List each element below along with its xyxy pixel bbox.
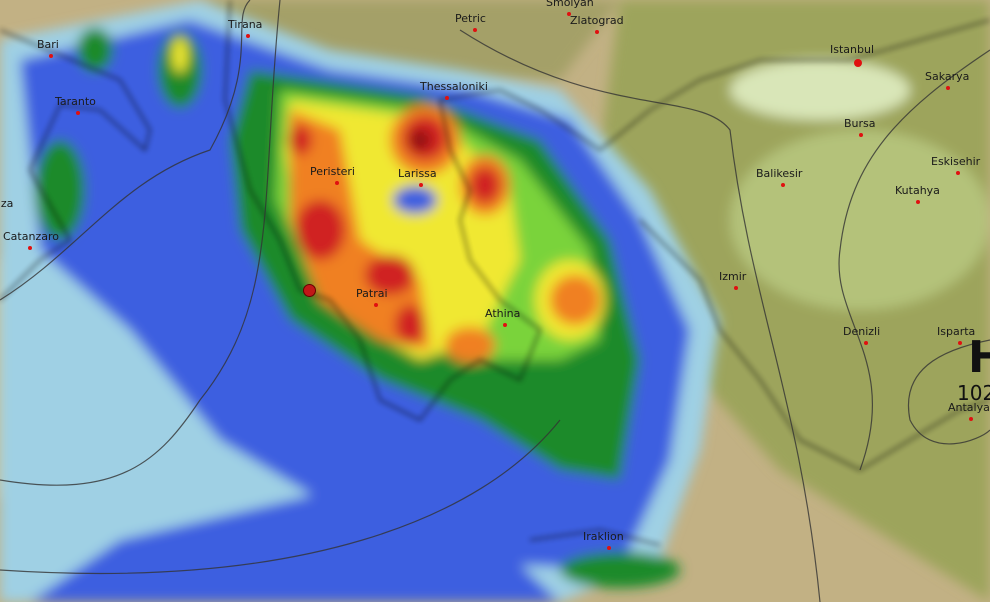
city-label-eskisehir: Eskisehir: [931, 155, 981, 168]
city-marker: [607, 546, 611, 550]
city-label-bursa: Bursa: [844, 117, 876, 130]
city-marker: [335, 181, 339, 185]
city-marker: [864, 341, 868, 345]
high-pressure-letter: H: [968, 332, 990, 383]
location-marker[interactable]: [303, 284, 316, 297]
city-label-denizli: Denizli: [843, 325, 881, 338]
city-label-balikesir: Balikesir: [756, 167, 803, 180]
city-marker: [595, 30, 599, 34]
city-label-sakarya: Sakarya: [925, 70, 970, 83]
city-label-cosenza: Cosenza: [0, 197, 14, 210]
city-label-taranto: Taranto: [55, 95, 96, 108]
city-marker: [76, 111, 80, 115]
city-label-smolyan: Smolyan: [546, 0, 594, 9]
city-marker: [473, 28, 477, 32]
city-marker: [859, 133, 863, 137]
city-label-tirana: Tirana: [228, 18, 263, 31]
city-marker: [916, 200, 920, 204]
city-marker: [374, 303, 378, 307]
city-marker: [419, 183, 423, 187]
city-marker: [246, 34, 250, 38]
city-label-peristeri: Peristeri: [310, 165, 355, 178]
pressure-value: 102: [957, 381, 990, 405]
city-label-catanzaro: Catanzaro: [3, 230, 59, 243]
city-marker: [445, 96, 449, 100]
city-label-bari: Bari: [37, 38, 59, 51]
city-label-zlatograd: Zlatograd: [570, 14, 624, 27]
city-marker: [781, 183, 785, 187]
city-marker: [567, 12, 571, 16]
city-marker: [854, 59, 862, 67]
city-label-larissa: Larissa: [398, 167, 437, 180]
city-marker: [28, 246, 32, 250]
city-label-antalya: Antalya: [948, 401, 990, 414]
city-label-izmir: Izmir: [719, 270, 747, 283]
city-label-petric: Petric: [455, 12, 486, 25]
city-label-thessaloniki: Thessaloniki: [420, 80, 488, 93]
city-marker: [946, 86, 950, 90]
city-label-iraklion: Iraklion: [583, 530, 624, 543]
city-marker: [956, 171, 960, 175]
precipitation-overlay: [0, 0, 720, 602]
city-label-istanbul: Istanbul: [830, 43, 875, 56]
city-label-isparta: Isparta: [937, 325, 976, 338]
city-label-kutahya: Kutahya: [895, 184, 940, 197]
city-marker: [49, 54, 53, 58]
city-marker: [969, 417, 973, 421]
city-marker: [503, 323, 507, 327]
city-marker: [958, 341, 962, 345]
city-label-athina: Athina: [485, 307, 521, 320]
city-label-patrai: Patrai: [356, 287, 388, 300]
city-marker: [734, 286, 738, 290]
